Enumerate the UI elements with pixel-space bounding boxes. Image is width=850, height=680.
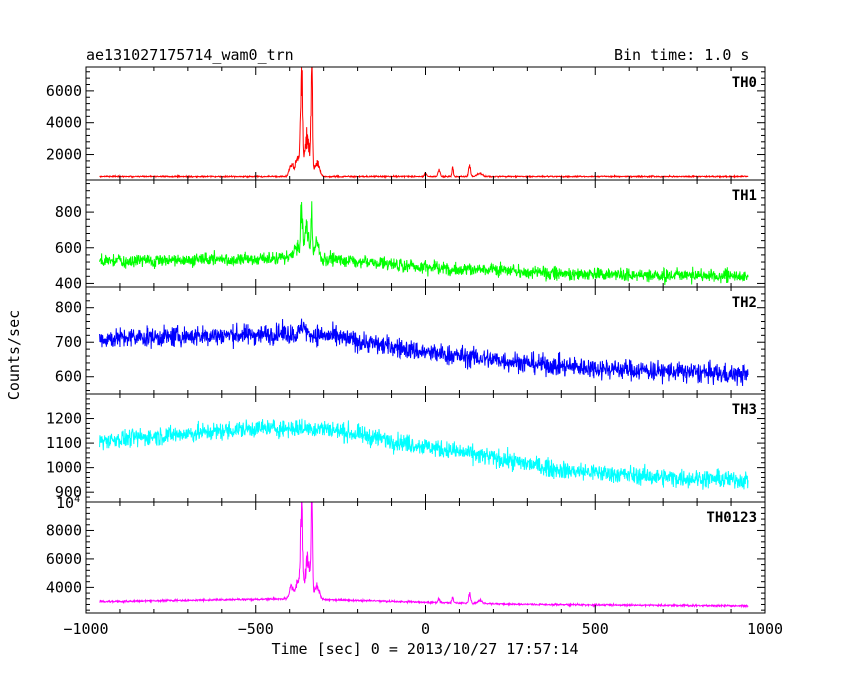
- panel-frame-th2: [85, 286, 766, 395]
- y-tick-label-th0123: 8000: [46, 521, 82, 539]
- x-tick-label: −1000: [63, 620, 108, 638]
- y-top-label-th0123: 104: [56, 494, 80, 512]
- y-tick-label-th2: 800: [55, 299, 82, 317]
- panel-frame-th0123: [85, 501, 766, 614]
- y-tick-label-th1: 800: [55, 203, 82, 221]
- series-line-th0123: [99, 502, 749, 609]
- y-axis-label: Counts/sec: [5, 310, 23, 400]
- series-line-th2: [99, 318, 749, 387]
- series-line-th0: [99, 67, 749, 180]
- y-tick-label-th2: 700: [55, 333, 82, 351]
- y-tick-label-th3: 900: [55, 483, 82, 501]
- panel-label-th2: TH2: [732, 295, 757, 311]
- y-tick-label-th3: 1100: [46, 434, 82, 452]
- chart-title: ae131027175714_wam0_trn: [86, 46, 294, 64]
- panel-label-th0: TH0: [732, 75, 757, 91]
- bin-time-label: Bin time: 1.0 s: [614, 46, 749, 64]
- panel-label-th0123: TH0123: [706, 510, 757, 526]
- y-tick-label-th3: 1200: [46, 410, 82, 428]
- x-axis-label: Time [sec] 0 = 2013/10/27 17:57:14: [271, 640, 578, 658]
- y-tick-label-th0: 2000: [46, 146, 82, 164]
- panel-label-th1: TH1: [732, 188, 757, 204]
- y-tick-label-th3: 1000: [46, 459, 82, 477]
- x-tick-label: 1000: [747, 620, 783, 638]
- y-top-label-exponent: 4: [74, 494, 80, 505]
- y-tick-label-th0123: 6000: [46, 550, 82, 568]
- panel-label-th3: TH3: [732, 402, 757, 418]
- x-tick-label: 500: [582, 620, 609, 638]
- series-line-th1: [99, 201, 749, 285]
- y-tick-label-th1: 400: [55, 274, 82, 292]
- panel-frame-th0: [85, 66, 766, 181]
- y-tick-label-th0: 4000: [46, 114, 82, 132]
- y-tick-label-th2: 600: [55, 368, 82, 386]
- y-tick-label-th0: 6000: [46, 82, 82, 100]
- x-tick-label: 0: [421, 620, 430, 638]
- y-tick-label-th1: 600: [55, 239, 82, 257]
- x-tick-label: −500: [238, 620, 274, 638]
- series-line-th3: [99, 418, 749, 490]
- panels-group: 2000 4000 6000 TH0 400 600 800 TH1 600 700 800 TH2 9…: [46, 66, 783, 638]
- y-tick-label-th0123: 4000: [46, 578, 82, 596]
